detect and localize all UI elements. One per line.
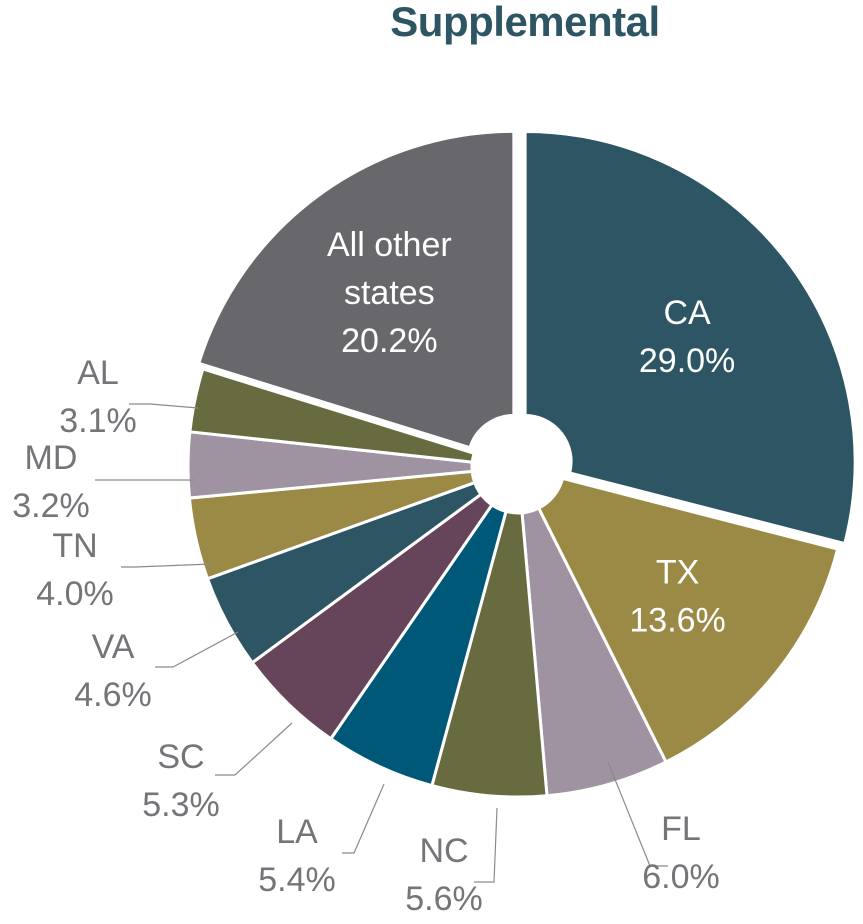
pie-chart: CA 29.0% TX 13.6% FL 6.0% NC 5.6% LA 5.4% SC 5.3% VA…	[0, 0, 863, 924]
category-label-md: MD	[25, 439, 78, 477]
leader-line-tn	[121, 564, 212, 567]
leader-line-sc	[215, 723, 292, 775]
value-label-nc: 5.6%	[405, 880, 483, 918]
leader-line-al	[129, 404, 198, 408]
category-label-tx: TX	[656, 554, 699, 592]
category-label-fl: FL	[661, 810, 701, 848]
value-label-ca: 29.0%	[639, 342, 735, 380]
value-label-fl: 6.0%	[642, 858, 720, 896]
category-label-ca: CA	[663, 294, 711, 332]
value-label-md: 3.2%	[12, 487, 90, 525]
leader-line-va	[155, 632, 238, 667]
category-label-va: VA	[92, 628, 135, 666]
value-label-sc: 5.3%	[142, 786, 220, 824]
category-label-nc: NC	[419, 832, 468, 870]
leader-line-la	[342, 784, 384, 853]
value-label-all-other-states: 20.2%	[341, 322, 437, 360]
category-label-all-other-states: states	[344, 274, 435, 312]
leader-line-nc	[474, 808, 497, 882]
category-label-tn: TN	[52, 527, 97, 565]
value-label-tn: 4.0%	[36, 575, 114, 613]
category-label-al: AL	[77, 354, 119, 392]
category-label-all-other-states: All other	[327, 226, 452, 264]
value-label-al: 3.1%	[59, 402, 137, 440]
value-label-la: 5.4%	[258, 861, 336, 899]
value-label-tx: 13.6%	[629, 602, 725, 640]
category-label-la: LA	[276, 813, 318, 851]
category-label-sc: SC	[157, 738, 204, 776]
value-label-va: 4.6%	[74, 676, 152, 714]
